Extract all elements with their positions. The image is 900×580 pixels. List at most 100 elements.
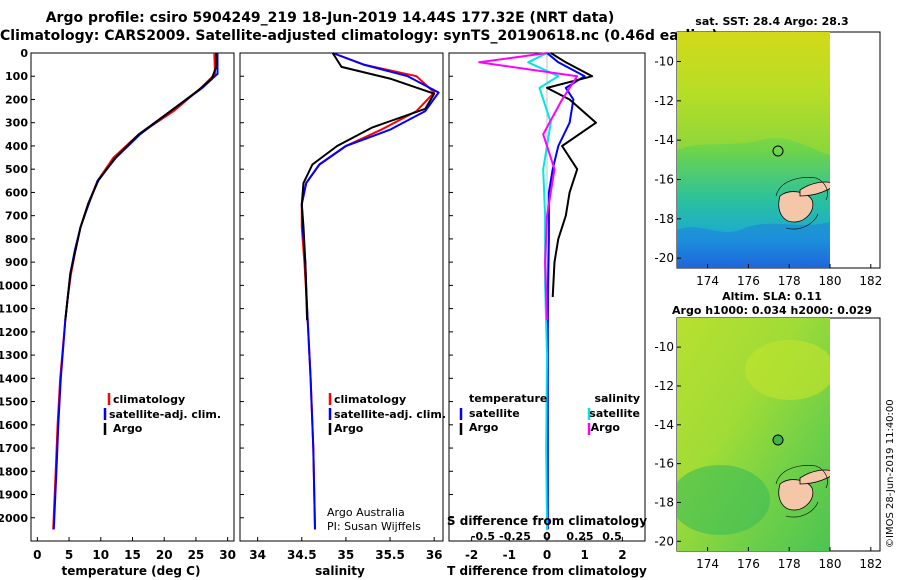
map-y-tick-label: -10 <box>654 340 674 354</box>
temperature-panel: 0100200300400500600700800900100011001200… <box>0 47 236 578</box>
x-tick-label: 30 <box>219 548 236 562</box>
y-tick-label: 200 <box>5 93 28 106</box>
sst-map: sat. SST: 28.4 Argo: 28.3 174 176 178 180 18… <box>654 15 882 288</box>
map-x-tick-label: 174 <box>696 557 719 571</box>
y-tick-label: 1200 <box>0 326 28 339</box>
x-tick-label: 35.5 <box>375 548 405 562</box>
y-tick-label: 1300 <box>0 349 28 362</box>
secondary-tick-label: 0 <box>543 530 551 543</box>
y-tick-label: 0 <box>20 47 28 60</box>
legend-label-climatology: climatology <box>113 393 185 406</box>
map-x-tick-label: 182 <box>859 557 882 571</box>
temp-series-line <box>64 53 218 321</box>
legend-label-sal-argo: Argo <box>591 421 621 434</box>
secondary-tick-label: 0.5 <box>602 530 622 543</box>
x-tick-label: 34.5 <box>287 548 317 562</box>
difference-panel: -2 -1 0 1 2 T difference from climatology S … <box>447 52 647 578</box>
salinity-diff-legend: salinity satellite Argo <box>587 392 640 435</box>
argo-position-marker <box>772 434 784 446</box>
y-tick-label: 1500 <box>0 396 28 409</box>
map-x-tick-label: 178 <box>778 274 801 288</box>
map-y-tick-label: -20 <box>654 534 674 548</box>
map-x-tick-label: 180 <box>819 557 842 571</box>
y-tick-label: 800 <box>5 233 28 246</box>
x-tick-label: 20 <box>156 548 173 562</box>
sla-map-subtitle: Argo h1000: 0.034 h2000: 0.029 <box>672 304 872 317</box>
land-vanua-levu <box>799 181 830 197</box>
legend-label-argo: Argo <box>113 422 143 435</box>
map-y-tick-label: -12 <box>654 94 674 108</box>
imos-timestamp: ©IMOS 28-Jun-2019 11:40:00 <box>885 399 896 548</box>
x-tick-label: 35 <box>338 548 355 562</box>
y-tick-label: 500 <box>5 163 28 176</box>
y-tick-label: 1800 <box>0 465 28 478</box>
map-y-tick-label: -18 <box>654 212 674 226</box>
y-tick-label: 1000 <box>0 279 28 292</box>
secondary-tick-labels: -0.5 -0.25 0 0.25 0.5 <box>471 530 622 543</box>
map-y-tick-label: -12 <box>654 379 674 393</box>
map-x-tick-label: 176 <box>737 557 760 571</box>
header-line-1: Argo profile: csiro 5904249_219 18-Jun-2… <box>45 10 615 26</box>
map-y-tick-label: -14 <box>654 418 674 432</box>
y-tick-label: 1700 <box>0 442 28 455</box>
y-tick-label: 700 <box>5 210 28 223</box>
sal-series-line <box>300 52 440 530</box>
legend-label-argo: Argo <box>334 422 364 435</box>
x-tick-label: 15 <box>124 548 141 562</box>
map-y-tick-label: -18 <box>654 495 674 509</box>
difference-xlabel: T difference from climatology <box>447 564 647 578</box>
y-tick-label: 1600 <box>0 419 28 432</box>
salinity-legend: climatology satellite-adj. clim. Argo <box>328 393 446 435</box>
salinity-plot-frame <box>239 52 444 542</box>
map-y-tick-label: -14 <box>654 133 674 147</box>
sst-field-gradient <box>677 32 830 268</box>
map-x-tick-label: 182 <box>859 274 882 288</box>
x-tick-label: -1 <box>503 548 516 562</box>
secondary-tick-label: 0.25 <box>566 530 593 543</box>
map-x-tick-label: 178 <box>778 557 801 571</box>
land-viti-levu <box>778 191 814 223</box>
sal-series-line <box>300 52 436 321</box>
y-tick-label: 900 <box>5 256 28 269</box>
temperature-plot-frame <box>30 52 235 542</box>
diff-series-line <box>478 52 579 321</box>
x-tick-label: 5 <box>65 548 73 562</box>
temperature-legend: climatology satellite-adj. clim. Argo <box>103 393 221 435</box>
sst-field <box>677 32 830 268</box>
diff-series-line <box>546 52 597 298</box>
y-tick-label: 400 <box>5 140 28 153</box>
sla-map-title: Altim. SLA: 0.11 <box>722 290 822 303</box>
map-y-tick-label: -16 <box>654 457 674 471</box>
legend-label-satellite: satellite-adj. clim. <box>109 408 221 421</box>
sla-field <box>677 318 830 551</box>
x-tick-label: 1 <box>581 548 589 562</box>
reef-contours <box>775 177 828 230</box>
map-y-tick-label: -20 <box>654 251 674 265</box>
sla-low-patch <box>677 465 770 535</box>
land-viti-levu <box>778 479 814 511</box>
map-x-tick-label: 176 <box>737 274 760 288</box>
reef-contours <box>775 465 828 518</box>
x-tick-label: 2 <box>618 548 626 562</box>
y-tick-label: 300 <box>5 117 28 130</box>
credit-pi: PI: Susan Wijffels <box>327 520 421 533</box>
legend-label-sal-satellite: satellite <box>589 407 640 420</box>
difference-secondary-xlabel: S difference from climatology <box>447 514 647 528</box>
legend-label-satellite: satellite-adj. clim. <box>334 408 446 421</box>
x-tick-label: 36 <box>426 548 443 562</box>
y-tick-label: 1400 <box>0 372 28 385</box>
salinity-panel: 34 34.5 35 35.5 36 salinity climatology sate… <box>239 52 446 578</box>
temperature-diff-legend: temperature satellite Argo <box>459 392 547 435</box>
x-tick-label: 0 <box>543 548 551 562</box>
map-y-tick-label: -16 <box>654 173 674 187</box>
argo-position-marker <box>772 145 784 157</box>
legend-heading-salinity: salinity <box>594 392 640 405</box>
sst-warm-patch <box>677 32 830 155</box>
x-tick-label: 10 <box>92 548 109 562</box>
y-tick-label: 1900 <box>0 489 28 502</box>
map-x-tick-label: 180 <box>819 274 842 288</box>
y-tick-label: 1100 <box>0 303 28 316</box>
x-tick-label: 25 <box>188 548 205 562</box>
map-x-tick-label: 174 <box>696 274 719 288</box>
